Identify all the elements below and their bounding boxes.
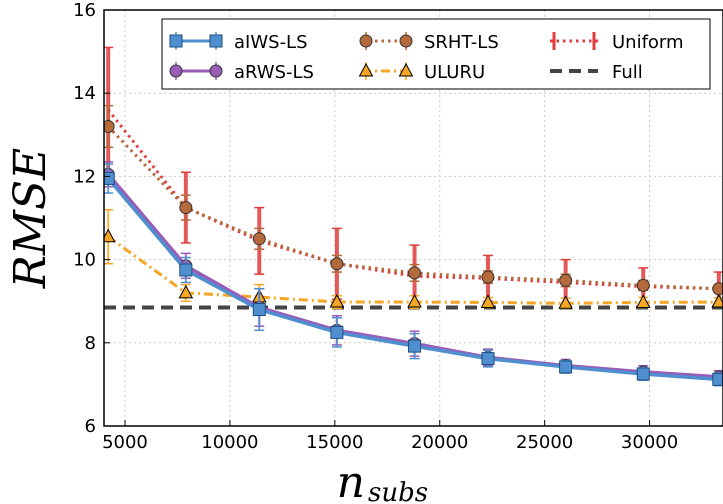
data-point-aiws-ls [179, 263, 193, 277]
x-tick-label: 5000 [102, 432, 148, 453]
y-tick-label: 12 [73, 166, 96, 187]
legend-box [161, 18, 711, 90]
legend-label-uniform: Uniform [612, 32, 684, 53]
y-tick-label: 10 [73, 250, 96, 271]
legend-label-full: Full [612, 62, 643, 83]
data-point-aiws-ls [104, 171, 115, 185]
x-axis-label-subscript: subs [368, 478, 428, 504]
legend-marker-uluru [398, 62, 414, 77]
data-point-aiws-ls [559, 360, 573, 374]
x-tick-label: 15000 [306, 432, 363, 453]
y-tick-label: 6 [85, 416, 96, 437]
data-point-srht-ls [408, 266, 422, 280]
data-point-srht-ls [179, 201, 193, 215]
data-point-srht-ls [330, 257, 344, 271]
legend-label-aiws-ls: aIWS-LS [234, 32, 308, 53]
data-point-aiws-ls [481, 352, 495, 366]
data-point-aiws-ls [252, 303, 266, 317]
y-tick-label: 16 [73, 0, 96, 21]
data-point-aiws-ls [408, 339, 422, 353]
legend-label-arws-ls: aRWS-LS [234, 62, 314, 83]
legend-marker-srht-ls [359, 34, 373, 48]
legend-marker-arws-ls [209, 64, 223, 78]
data-point-aiws-ls [712, 372, 723, 386]
data-point-uluru [329, 293, 345, 308]
x-tick-label: 20000 [411, 432, 468, 453]
legend: aIWS-LS SRHT-LS Uniform aRWS-LS ULURU Full [161, 18, 711, 90]
x-axis-label: n [337, 457, 365, 504]
x-tick-label: 25000 [516, 432, 573, 453]
x-tick-label: 30000 [621, 432, 678, 453]
legend-label-srht-ls: SRHT-LS [424, 32, 499, 53]
data-point-uluru [480, 294, 496, 308]
x-tick-label: 10000 [201, 432, 258, 453]
legend-marker-aiws-ls [209, 34, 223, 48]
data-point-aiws-ls [330, 325, 344, 339]
series-layer [104, 46, 723, 387]
legend-marker-aiws-ls [169, 34, 183, 48]
data-point-srht-ls [252, 232, 266, 246]
legend-marker-uluru [358, 62, 374, 77]
data-point-uluru [178, 284, 194, 299]
data-point-uluru [558, 295, 573, 309]
data-point-srht-ls [636, 278, 650, 292]
data-point-uluru [104, 228, 116, 243]
plot-frame [103, 9, 723, 427]
y-axis-label: RMSE [5, 148, 56, 289]
data-point-srht-ls [104, 119, 115, 133]
data-point-srht-ls [481, 270, 495, 284]
ticks: 6 8 10 12 14 16 5000 10000 15000 20000 25000 30000 [73, 0, 678, 453]
legend-marker-srht-ls [399, 34, 413, 48]
data-point-aiws-ls [636, 367, 650, 381]
y-tick-label: 14 [73, 83, 96, 104]
data-point-uluru [711, 293, 723, 308]
data-point-srht-ls [559, 273, 573, 287]
data-point-uluru [635, 294, 651, 308]
legend-label-uluru: ULURU [424, 62, 485, 83]
legend-marker-arws-ls [169, 64, 183, 78]
data-point-srht-ls [712, 282, 723, 296]
data-point-uluru [407, 293, 422, 308]
y-tick-label: 8 [85, 333, 96, 354]
